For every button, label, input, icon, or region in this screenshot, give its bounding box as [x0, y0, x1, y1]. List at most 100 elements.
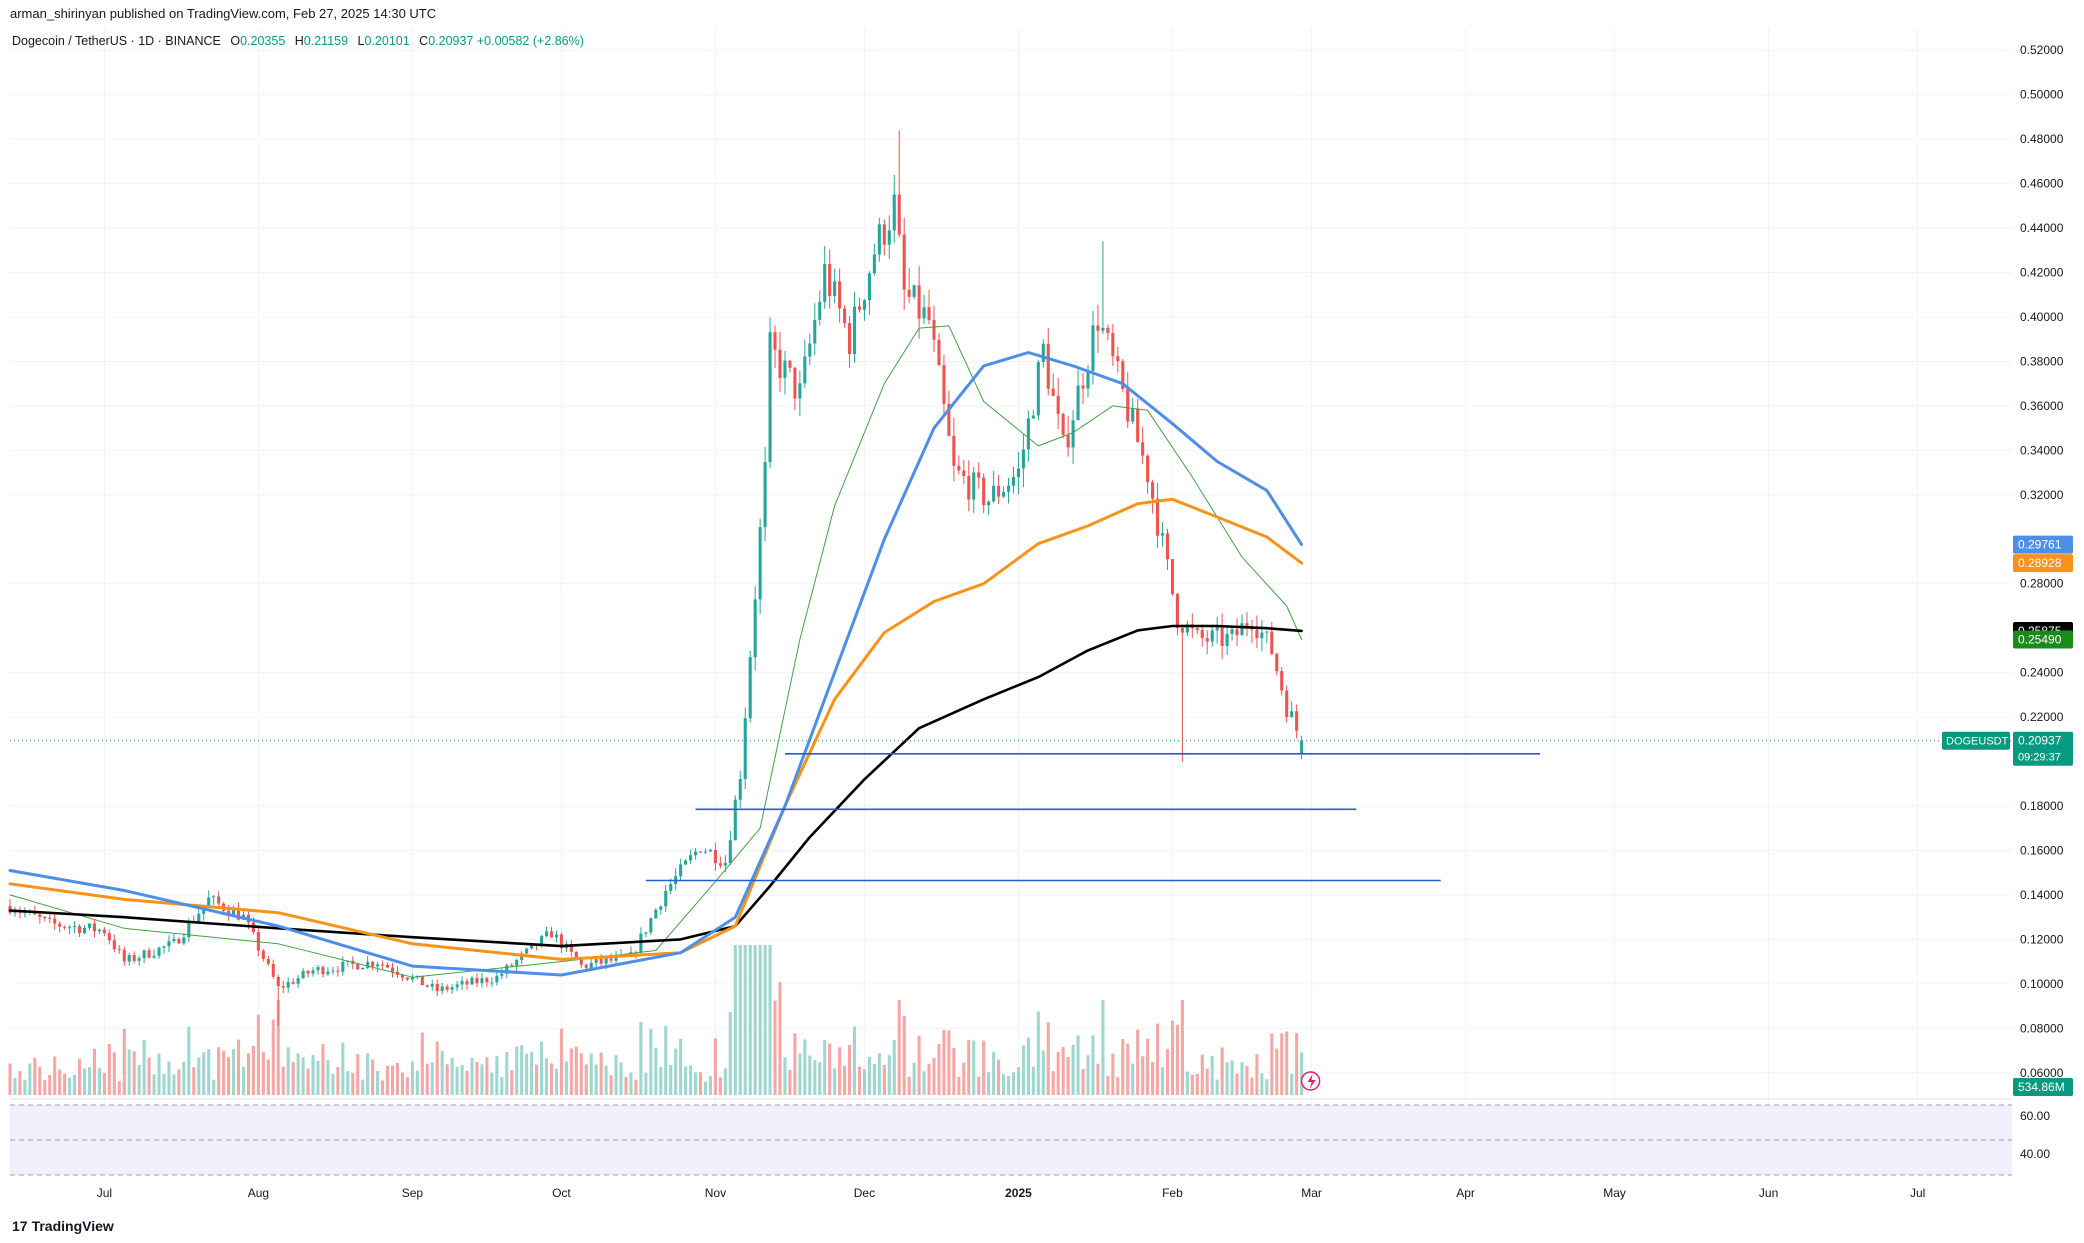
- rsi-pane: 60.00 40.00: [10, 1098, 2050, 1176]
- candle: [386, 962, 390, 968]
- candle-body: [818, 301, 822, 320]
- volume-bar: [619, 1062, 623, 1095]
- candle-body: [425, 985, 429, 987]
- candle-body: [137, 958, 141, 961]
- volume-bar: [1116, 1077, 1120, 1095]
- candle-body: [1180, 627, 1184, 633]
- candle-body: [78, 926, 82, 934]
- candle-body: [38, 914, 42, 918]
- volume-bar: [212, 1079, 216, 1095]
- volume-bar: [1175, 1024, 1179, 1095]
- price-axis: 0.52000 0.50000 0.48000 0.46000 0.44000 0.420…: [2020, 43, 2064, 1080]
- candle-body: [386, 964, 390, 968]
- candle-body: [902, 234, 906, 290]
- volume-bar: [147, 1057, 151, 1095]
- candle-body: [132, 954, 136, 961]
- candle: [1026, 410, 1030, 462]
- volume-bar: [1160, 1067, 1165, 1095]
- price-tick-label: 0.16000: [2020, 843, 2064, 857]
- candle: [554, 930, 558, 943]
- candle: [58, 921, 62, 933]
- candle-body: [1031, 415, 1035, 419]
- candle: [1066, 415, 1070, 457]
- candle: [917, 266, 921, 339]
- volume-bar: [346, 1071, 350, 1095]
- candle-body: [1006, 485, 1011, 492]
- candle-body: [147, 950, 151, 958]
- candle-body: [788, 360, 792, 368]
- candle: [952, 417, 956, 482]
- candle: [296, 974, 300, 989]
- candle-body: [848, 323, 852, 355]
- candle-body: [1175, 593, 1179, 628]
- volume-bar: [1046, 1022, 1050, 1095]
- candle-body: [1026, 418, 1030, 450]
- candle-body: [525, 948, 529, 954]
- volume-bar: [97, 1068, 101, 1095]
- candle: [1146, 454, 1150, 494]
- candle: [167, 935, 171, 953]
- price-tick-label: 0.42000: [2020, 266, 2064, 280]
- tradingview-logo-icon: 17: [12, 1218, 28, 1234]
- candle-body: [286, 981, 290, 988]
- volume-bar: [470, 1057, 474, 1095]
- volume-bar: [932, 1058, 936, 1095]
- price-tick-label: 0.14000: [2020, 888, 2064, 902]
- candle: [212, 895, 216, 905]
- candle: [768, 317, 772, 469]
- candle-body: [922, 307, 926, 319]
- volume-bar: [197, 1057, 201, 1095]
- volume-bar: [167, 1061, 171, 1095]
- grid-lines: [10, 28, 2012, 1175]
- candle: [1200, 624, 1204, 647]
- candle: [962, 460, 966, 484]
- time-tick-label: May: [1603, 1186, 1626, 1200]
- candle: [838, 268, 842, 323]
- candle-body: [992, 485, 996, 502]
- volume-label-bg: [2013, 1078, 2073, 1096]
- volume-bar: [490, 1072, 494, 1095]
- candle-body: [1170, 559, 1174, 594]
- candle-body: [1011, 476, 1016, 486]
- volume-bar: [1036, 1011, 1040, 1095]
- candle: [1185, 620, 1189, 637]
- candle-body: [157, 947, 161, 956]
- candle-body: [862, 300, 866, 310]
- candle: [594, 958, 598, 968]
- volume-bar: [207, 1049, 211, 1095]
- price-tick-label: 0.46000: [2020, 177, 2064, 191]
- candle: [833, 268, 837, 304]
- candle-body: [957, 465, 961, 471]
- candle: [43, 916, 47, 922]
- candle-body: [1240, 623, 1244, 636]
- candle-body: [912, 285, 916, 297]
- volume-bar: [1141, 1056, 1145, 1095]
- candle: [1021, 433, 1025, 488]
- candle: [177, 937, 181, 944]
- candle-body: [480, 978, 484, 984]
- volume-bar: [669, 1064, 673, 1095]
- candle-body: [987, 501, 991, 506]
- candle: [793, 367, 797, 411]
- candle-body: [753, 599, 757, 658]
- volume-bar: [202, 1052, 206, 1095]
- publisher-line: arman_shirinyan published on TradingView…: [10, 6, 437, 21]
- volume-bar: [1096, 1063, 1100, 1095]
- tradingview-logo[interactable]: 17 TradingView: [12, 1218, 114, 1234]
- candle: [405, 977, 409, 982]
- candle-body: [1215, 627, 1219, 631]
- candle-body: [301, 970, 305, 979]
- candle: [549, 927, 554, 938]
- volume-bar: [400, 1072, 404, 1095]
- time-tick-label: Nov: [705, 1186, 726, 1200]
- candle: [475, 973, 479, 988]
- candle-body: [500, 973, 504, 976]
- candle: [53, 912, 57, 930]
- volume-bar: [326, 1060, 330, 1095]
- volume-bar: [390, 1065, 395, 1095]
- candle-body: [1106, 327, 1110, 334]
- volume-bar: [1026, 1037, 1030, 1095]
- volume-bar: [559, 1028, 563, 1095]
- volume-bar: [579, 1053, 583, 1095]
